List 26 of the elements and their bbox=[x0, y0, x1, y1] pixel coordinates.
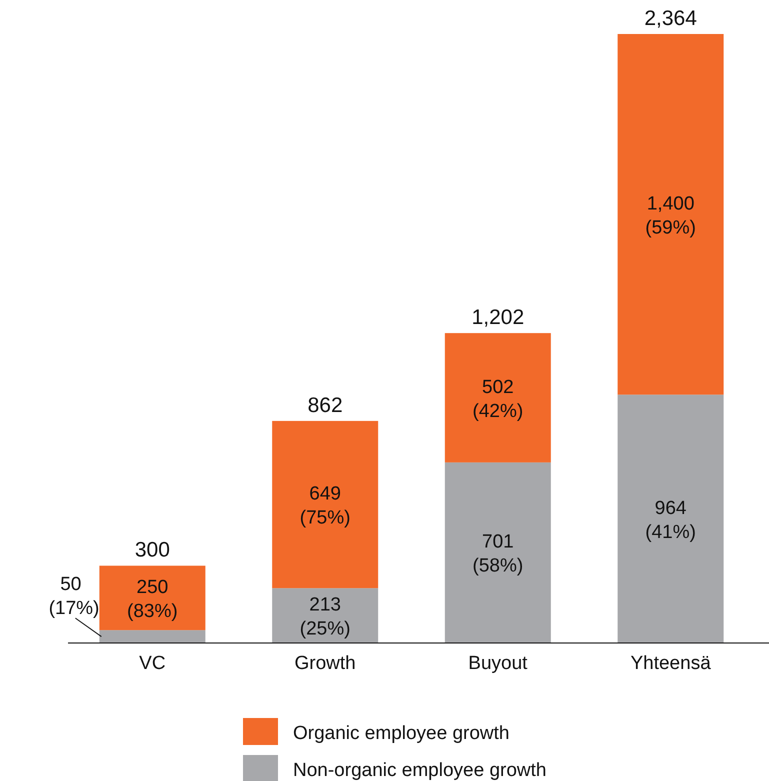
bar bbox=[272, 420, 378, 588]
data-label: 649 (75%) bbox=[300, 484, 350, 529]
bar bbox=[444, 333, 551, 462]
bar bbox=[99, 566, 206, 630]
total-label: 1,202 bbox=[472, 306, 524, 330]
data-label: 50 (17%) bbox=[48, 574, 100, 620]
total-label: 862 bbox=[308, 394, 343, 417]
data-label: 1,400 (59%) bbox=[645, 193, 696, 238]
data-label: 502 (42%) bbox=[472, 376, 524, 422]
x-tick-label: VC bbox=[139, 653, 166, 674]
data-label: 250 (83%) bbox=[127, 576, 178, 622]
data-label: 964 (41%) bbox=[645, 498, 696, 543]
bar bbox=[618, 34, 724, 395]
data-label: 701 (58%) bbox=[472, 532, 524, 577]
bar bbox=[618, 394, 724, 643]
x-tick-label: Yhteensä bbox=[630, 653, 712, 674]
x-tick-label: Growth bbox=[294, 653, 356, 674]
legend-label: Organic employee growth bbox=[293, 723, 510, 744]
x-tick-label: Buyout bbox=[468, 653, 528, 674]
bar bbox=[444, 462, 551, 643]
legend-label: Non-organic employee growth bbox=[293, 760, 546, 781]
total-label: 2,364 bbox=[644, 7, 698, 30]
bar bbox=[99, 630, 206, 643]
data-label: 213 (25%) bbox=[300, 594, 350, 640]
bar bbox=[272, 588, 378, 643]
total-label: 300 bbox=[134, 538, 170, 562]
